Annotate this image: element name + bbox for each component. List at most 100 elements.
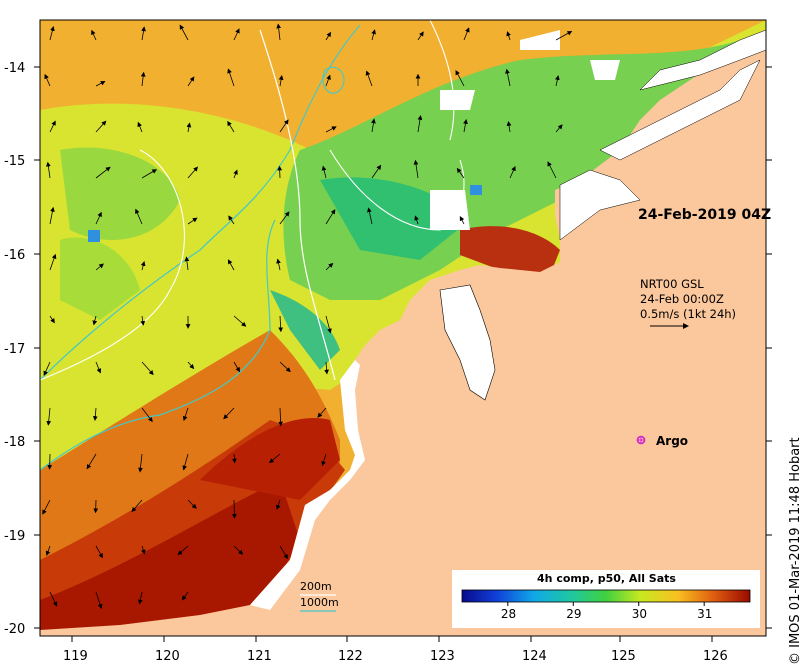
argo-label: Argo [656, 434, 688, 448]
current-vector [186, 122, 192, 133]
y-axis: -14 -15 -16 -17 -18 -19 -20 [4, 61, 772, 637]
current-legend-line1: NRT00 GSL [640, 277, 704, 291]
current-vectors [42, 23, 573, 609]
current-vector [182, 453, 189, 471]
current-vector [91, 29, 97, 41]
contour-legend-200m: 200m [300, 580, 332, 593]
current-vector [49, 206, 55, 225]
x-tick-label: 122 [338, 649, 363, 664]
colorbar-tick-label: 29 [566, 607, 581, 621]
current-vector [141, 407, 153, 423]
current-vector [223, 407, 235, 420]
current-vector [95, 81, 106, 87]
current-vector [413, 159, 419, 179]
current-legend: NRT00 GSL 24-Feb 00:00Z 0.5m/s (1kt 24h) [640, 277, 736, 329]
credit-label: © IMOS 01-Mar-2019 11:48 Hobart [788, 437, 803, 665]
y-tick-label: -15 [4, 154, 25, 169]
current-vector [179, 24, 189, 41]
current-vector [371, 164, 382, 179]
current-vector [279, 211, 290, 225]
current-vector [227, 68, 235, 87]
current-vector [233, 545, 244, 555]
current-vector [325, 262, 334, 271]
current-vector [268, 453, 281, 464]
x-tick-label: 120 [155, 649, 180, 664]
current-vector [187, 499, 197, 509]
current-vector [321, 165, 327, 179]
y-tick-label: -19 [4, 529, 25, 544]
current-vector [181, 591, 189, 601]
current-vector [46, 407, 52, 426]
current-vector [278, 75, 284, 87]
current-vector [140, 545, 146, 555]
current-vector [131, 499, 143, 513]
current-vector [233, 315, 247, 327]
current-vector [555, 75, 560, 87]
current-vector [140, 261, 146, 271]
current-vector [509, 165, 516, 179]
current-vector [233, 361, 241, 373]
current-vector [95, 166, 111, 179]
current-vector [547, 161, 557, 179]
current-vector [277, 165, 283, 179]
current-vector [228, 215, 235, 225]
current-vector [92, 315, 98, 326]
current-vector [417, 31, 424, 41]
current-vector [44, 73, 51, 87]
current-vector [459, 215, 465, 225]
current-vector [49, 26, 55, 41]
current-legend-line3: 0.5m/s (1kt 24h) [640, 307, 736, 321]
current-vector [463, 119, 468, 133]
current-vector [43, 361, 51, 376]
x-axis: 119 120 121 122 123 124 125 126 [63, 636, 728, 664]
current-vector [95, 263, 104, 271]
current-vector [367, 207, 373, 225]
x-tick-label: 126 [703, 649, 728, 664]
land-mass [40, 20, 766, 636]
current-vector [95, 211, 102, 225]
contour-1000m [40, 24, 361, 381]
colorbar-tick-label: 30 [632, 607, 647, 621]
current-vector [187, 76, 195, 87]
current-vector [95, 591, 103, 609]
x-tick-label: 124 [522, 649, 547, 664]
current-vector [233, 169, 238, 179]
current-legend-line2: 24-Feb 00:00Z [640, 292, 724, 306]
current-vector [455, 69, 465, 87]
current-vector [45, 545, 51, 556]
current-vector [140, 315, 146, 326]
current-vector [321, 453, 327, 467]
timestamp-label: 24-Feb-2019 04Z [638, 207, 771, 223]
current-vector [279, 361, 291, 373]
y-tick-label: -14 [4, 61, 25, 76]
current-vector [42, 499, 51, 515]
current-vector [231, 499, 237, 519]
y-tick-label: -20 [4, 622, 25, 637]
current-vector [231, 453, 237, 464]
current-vector [463, 27, 470, 41]
current-vector [325, 315, 332, 334]
current-vector [49, 315, 55, 324]
current-vector [140, 71, 146, 87]
current-vector [177, 545, 189, 556]
colorbar: 4h comp, p50, All Sats 28 29 30 31 [452, 570, 760, 628]
current-vector [86, 453, 97, 470]
current-vector [137, 121, 143, 133]
current-vector [95, 120, 107, 133]
current-vector [276, 258, 281, 271]
current-vector [141, 361, 154, 376]
current-vector [141, 169, 157, 179]
colorbar-tick-label: 28 [501, 607, 516, 621]
current-vector [371, 29, 376, 41]
current-vector [317, 407, 327, 418]
y-tick-label: -18 [4, 435, 25, 450]
contour-200m [259, 29, 336, 381]
current-vector [506, 121, 512, 133]
colorbar-title: 4h comp, p50, All Sats [537, 572, 676, 585]
y-tick-label: -17 [4, 342, 25, 357]
current-vector [135, 208, 143, 225]
current-vector [49, 120, 56, 133]
current-vector [324, 361, 329, 375]
x-tick-label: 125 [611, 649, 636, 664]
